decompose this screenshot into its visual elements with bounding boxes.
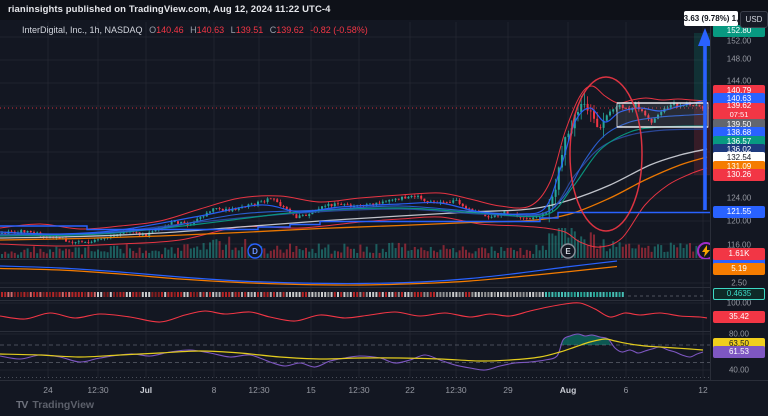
price-axis-tick: 80.00 [728, 329, 750, 339]
position-info-box[interactable]: 13.63 (9.78%) 1,3 [684, 11, 738, 26]
indicator-pane-5 [0, 333, 742, 378]
symbol-title: InterDigital, Inc., 1h, NASDAQ [22, 25, 143, 35]
rsi-line [0, 333, 704, 371]
price-axis-tick: 100.00 [726, 298, 752, 308]
silver-sma [0, 148, 708, 239]
svg-text:D: D [252, 247, 258, 256]
price-axis-label: 139.62 07:51 [713, 102, 765, 120]
pane2-blue-line [0, 260, 618, 285]
currency-label: USD [745, 15, 763, 24]
red-lower-band [0, 167, 708, 248]
price-axis-tick: 144.00 [726, 76, 752, 86]
time-axis-label: 12:30 [445, 385, 467, 395]
time-axis-label: 12:30 [248, 385, 270, 395]
arrow-shaft [703, 42, 707, 210]
blue-fast-ema [0, 99, 708, 235]
symbol-legend[interactable]: InterDigital, Inc., 1h, NASDAQ O140.46 H… [22, 25, 368, 35]
open-label: O [149, 25, 157, 35]
tradingview-logo[interactable]: TV TradingView [16, 399, 94, 411]
price-axis-label: 1.61K [713, 248, 765, 260]
red-upper-band [0, 85, 708, 230]
price-axis-label: 35.42 [713, 311, 765, 323]
high-value: 140.63 [196, 25, 225, 35]
moving-average-lines [0, 85, 710, 248]
indicator-pane-2 [0, 260, 618, 286]
time-axis-label: 29 [503, 385, 513, 395]
tradingview-logo-icon: TV [16, 399, 28, 411]
price-axis-label: 121.55 [713, 206, 765, 218]
rsi-ma-line [0, 338, 704, 362]
indicator-pane-4 [0, 302, 708, 323]
price-axis[interactable]: 152.00 148.00 144.00 124.00 120.00 116.00 2.50… [710, 20, 768, 380]
low-label: L [230, 25, 236, 35]
orange-sma [0, 156, 708, 241]
time-axis-label: 12:30 [348, 385, 370, 395]
time-axis-label: 8 [211, 385, 217, 395]
rectangle-drawing[interactable] [616, 102, 709, 128]
price-axis-label: 130.26 [713, 169, 765, 181]
tradingview-logo-text: TradingView [32, 399, 95, 411]
arrow-up-icon[interactable] [698, 28, 712, 46]
time-axis-label: Jul [139, 385, 153, 395]
blue-slow-ema [0, 113, 708, 235]
trailing-stop-line [0, 211, 710, 231]
price-axis-tick: 124.00 [726, 193, 752, 203]
time-axis[interactable]: 24 12:30 Jul 8 12:30 15 12:30 22 12:30 29 Aug 6 12 [0, 380, 768, 399]
high-label: H [190, 25, 197, 35]
navy-line [0, 128, 708, 236]
teal-ema [0, 125, 708, 237]
open-value: 140.46 [156, 25, 184, 35]
svg-text:E: E [565, 247, 571, 256]
price-axis-label: 61.53 [713, 346, 765, 358]
ellipse-drawing[interactable] [569, 76, 643, 232]
lightning-bolt-icon [702, 245, 710, 257]
currency-toggle-button[interactable]: USD [740, 11, 768, 28]
time-axis-label: 12:30 [87, 385, 109, 395]
price-axis-label: 5.19 [713, 263, 765, 275]
published-text: rianinsights published on TradingView.co… [8, 4, 331, 15]
time-axis-label: 22 [405, 385, 415, 395]
countdown-timer: 07:51 [729, 110, 749, 120]
time-axis-label: 15 [306, 385, 316, 395]
pane-separators [0, 259, 768, 332]
price-axis-tick: 148.00 [726, 54, 752, 64]
change-value: -0.82 (-0.58%) [310, 25, 368, 35]
time-axis-label: 12 [698, 385, 708, 395]
position-info-text: 13.63 (9.78%) 1,3 [684, 14, 738, 23]
price-axis-tick: 152.00 [726, 36, 752, 46]
price-axis-tick: 2.50 [731, 278, 747, 288]
pane4-red-line [0, 302, 708, 323]
close-label: C [269, 25, 277, 35]
price-axis-label: 0.4635 [713, 288, 765, 300]
price-axis-tick: 40.00 [728, 365, 750, 375]
pane2-orange-line [0, 265, 618, 286]
grid-lines [0, 22, 710, 378]
price-axis-tick: 116.00 [727, 240, 751, 250]
price-axis-label: 152.80 [713, 25, 765, 37]
event-badge-e[interactable] [560, 243, 576, 259]
low-value: 139.51 [235, 25, 264, 35]
footer-bar: TV TradingView [0, 398, 768, 416]
close-value: 139.62 [276, 25, 304, 35]
event-badge-d[interactable] [247, 243, 263, 259]
price-axis-label: 140.63 [713, 93, 765, 105]
time-axis-label: 6 [623, 385, 629, 395]
indicator-pane-3 [1, 292, 706, 297]
price-axis-tick: 120.00 [726, 216, 752, 226]
published-header: rianinsights published on TradingView.co… [0, 0, 768, 20]
time-axis-label: 24 [43, 385, 53, 395]
time-axis-label: Aug [559, 385, 577, 395]
